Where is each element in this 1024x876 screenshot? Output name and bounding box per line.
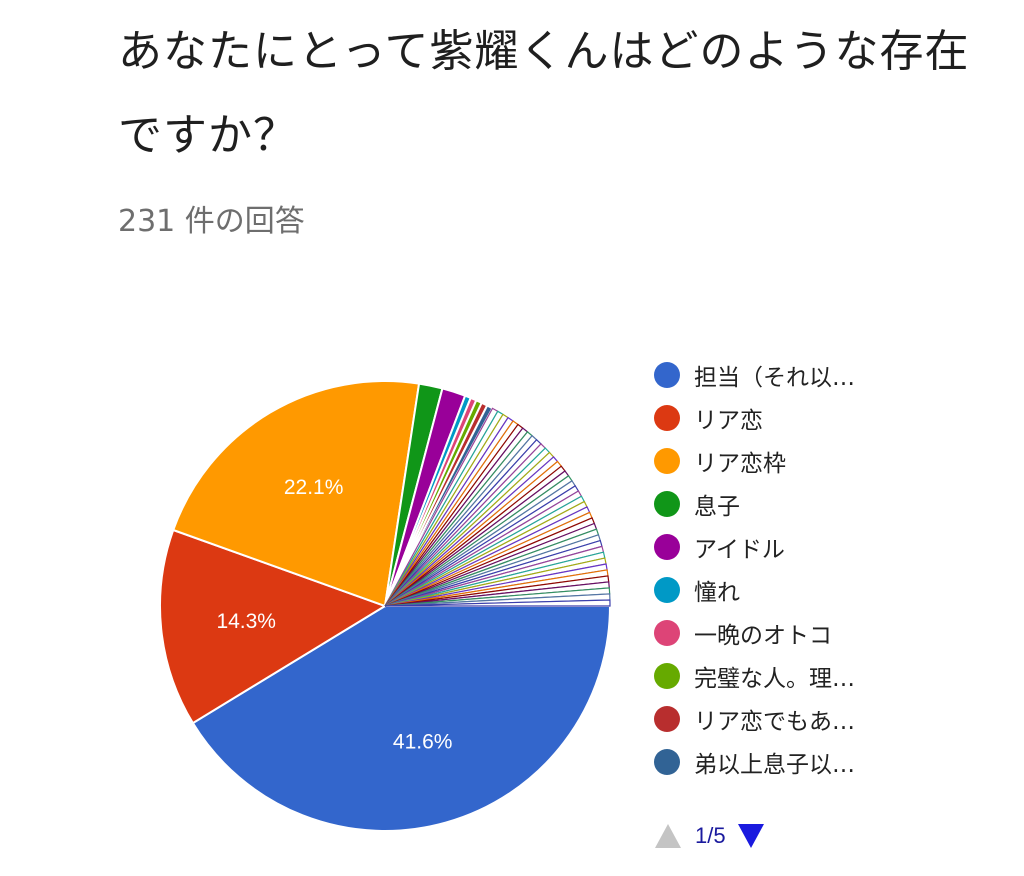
legend-pager: 1/5 xyxy=(655,820,764,852)
legend-swatch xyxy=(654,361,680,388)
legend-label: アイドル xyxy=(694,536,785,563)
legend-item: 担当（それ以… xyxy=(654,353,1014,396)
triangle-up-icon[interactable] xyxy=(655,824,681,848)
legend-item: リア恋でもあ… xyxy=(654,697,1014,740)
legend-swatch xyxy=(654,490,680,517)
legend-label: 担当（それ以… xyxy=(694,364,855,391)
legend-swatch xyxy=(654,705,680,732)
slice-percent-label: 14.3% xyxy=(216,610,276,633)
legend-page-number: 1/5 xyxy=(695,823,726,848)
legend-item: 息子 xyxy=(654,482,1014,525)
slice-percent-label: 41.6% xyxy=(393,730,453,753)
legend-label: リア恋枠 xyxy=(694,450,786,477)
pie-slice xyxy=(191,605,612,832)
pie-slice xyxy=(159,528,388,725)
legend-item: アイドル xyxy=(654,525,1014,568)
legend-item: 完璧な人。理… xyxy=(654,654,1014,697)
legend-swatch xyxy=(654,748,680,775)
legend-label: 一晩のオトコ xyxy=(694,622,832,649)
legend-swatch xyxy=(654,662,680,689)
legend-label: 憧れ xyxy=(694,579,740,606)
legend-label: リア恋でもあ… xyxy=(694,708,855,735)
pie-slice xyxy=(171,380,421,608)
legend-item: リア恋 xyxy=(654,396,1014,439)
slice-percent-label: 22.1% xyxy=(284,476,344,499)
legend-label: 弟以上息子以… xyxy=(694,751,855,778)
triangle-down-icon[interactable] xyxy=(737,824,764,848)
legend-item: 憧れ xyxy=(654,568,1014,611)
legend-label: リア恋 xyxy=(694,407,763,434)
response-count: 231 件の回答 xyxy=(118,204,305,239)
legend-swatch xyxy=(654,576,680,603)
legend-item: 一晩のオトコ xyxy=(654,611,1014,654)
legend-swatch xyxy=(654,404,680,431)
legend-item: 弟以上息子以… xyxy=(654,740,1014,783)
pie-slice xyxy=(384,599,611,607)
chart-legend: 担当（それ以… リア恋リア恋枠息子アイドル憧れ一晩のオトコ 完璧な人。理… リア恋でも… xyxy=(654,353,1014,783)
legend-swatch xyxy=(654,447,680,474)
legend-item: リア恋枠 xyxy=(654,439,1014,482)
legend-label: 息子 xyxy=(694,493,740,520)
question-title: あなたにとって紫耀くんはどのような存在ですか？ xyxy=(118,26,970,161)
legend-swatch xyxy=(654,619,680,646)
legend-label: 完璧な人。理… xyxy=(694,665,855,692)
legend-swatch xyxy=(654,533,680,560)
